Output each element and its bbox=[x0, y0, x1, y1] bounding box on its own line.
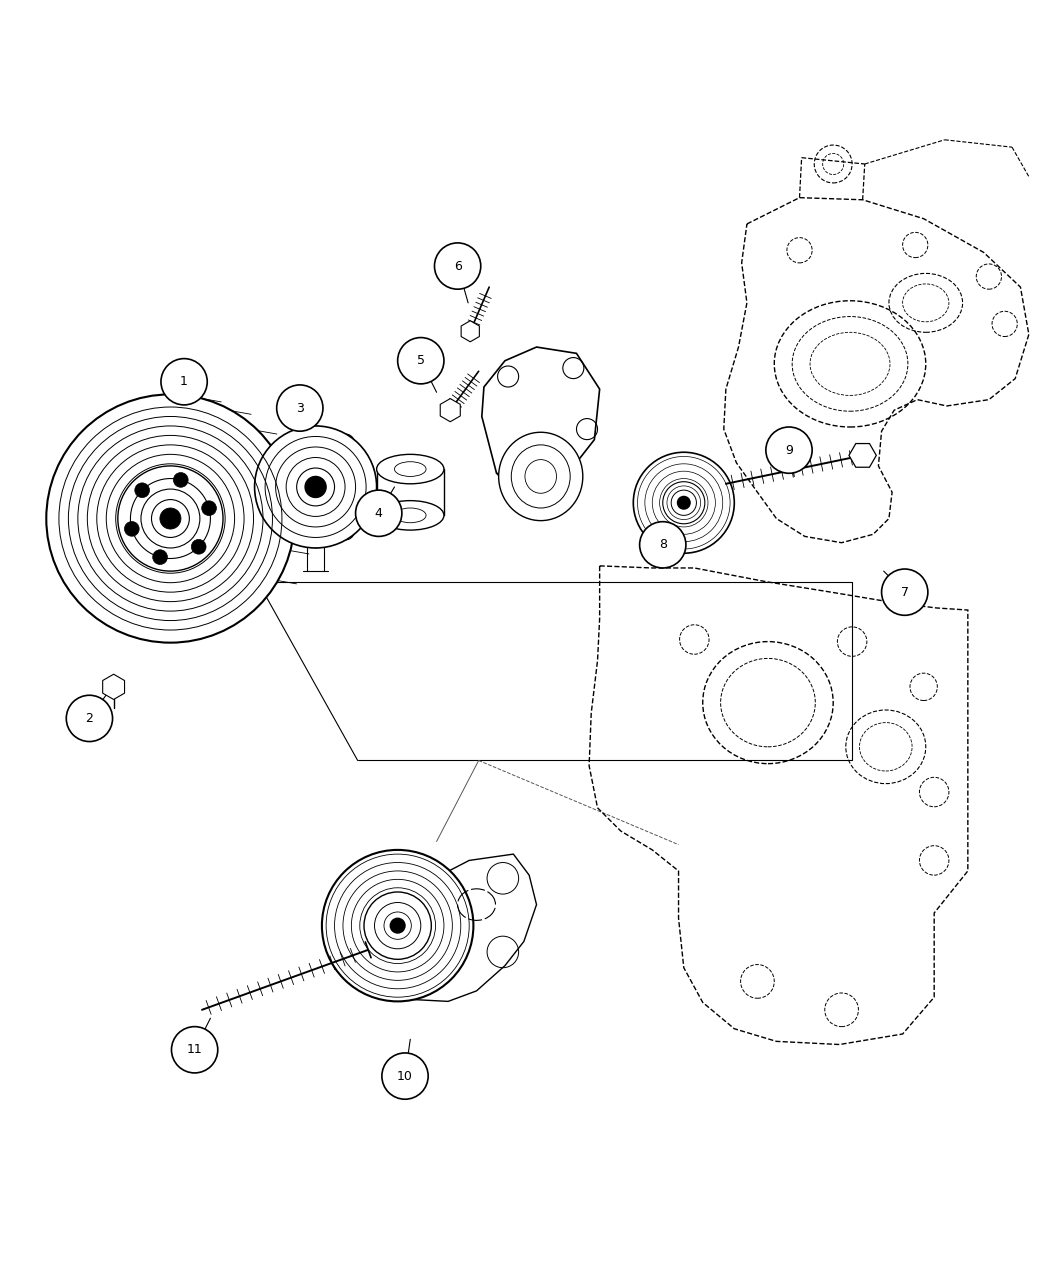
Text: 3: 3 bbox=[296, 402, 304, 414]
Circle shape bbox=[174, 472, 188, 487]
Text: 10: 10 bbox=[397, 1069, 413, 1082]
Text: 5: 5 bbox=[417, 354, 425, 367]
Circle shape bbox=[46, 394, 295, 642]
Circle shape bbox=[364, 891, 431, 959]
Text: 7: 7 bbox=[901, 586, 909, 599]
Circle shape bbox=[434, 243, 481, 289]
Circle shape bbox=[153, 550, 167, 564]
Ellipse shape bbox=[377, 454, 444, 483]
Polygon shape bbox=[461, 321, 480, 341]
Circle shape bbox=[118, 466, 223, 572]
Circle shape bbox=[766, 427, 812, 473]
Circle shape bbox=[398, 338, 444, 384]
Circle shape bbox=[390, 918, 405, 932]
Circle shape bbox=[161, 358, 207, 405]
Circle shape bbox=[277, 385, 323, 431]
Ellipse shape bbox=[377, 500, 444, 530]
Text: 11: 11 bbox=[187, 1044, 202, 1056]
Circle shape bbox=[160, 508, 181, 530]
Circle shape bbox=[66, 696, 113, 742]
Circle shape bbox=[382, 1053, 428, 1099]
Polygon shape bbox=[849, 444, 876, 467]
Text: 2: 2 bbox=[85, 712, 94, 725]
Polygon shape bbox=[103, 674, 124, 700]
Circle shape bbox=[135, 483, 149, 498]
Circle shape bbox=[356, 490, 402, 536]
Text: 6: 6 bbox=[453, 260, 462, 272]
Text: 8: 8 bbox=[659, 538, 667, 551]
Circle shape bbox=[171, 1027, 218, 1073]
Polygon shape bbox=[440, 399, 461, 422]
Polygon shape bbox=[379, 854, 537, 1001]
Text: 9: 9 bbox=[785, 444, 793, 457]
Polygon shape bbox=[482, 347, 600, 477]
Circle shape bbox=[677, 496, 690, 509]
Text: 4: 4 bbox=[375, 506, 383, 519]
Circle shape bbox=[124, 522, 139, 536]
Circle shape bbox=[305, 477, 326, 498]
Circle shape bbox=[322, 851, 473, 1001]
Circle shape bbox=[633, 453, 734, 554]
Circle shape bbox=[202, 501, 217, 515]
Text: 1: 1 bbox=[180, 375, 188, 389]
Circle shape bbox=[640, 522, 686, 568]
Circle shape bbox=[191, 540, 206, 554]
Ellipse shape bbox=[499, 432, 583, 521]
Circle shape bbox=[882, 569, 928, 615]
Circle shape bbox=[255, 426, 377, 547]
